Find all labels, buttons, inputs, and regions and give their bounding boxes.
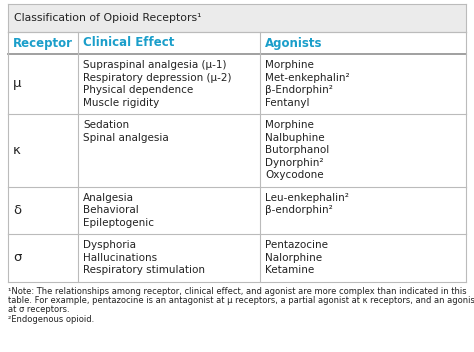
Bar <box>8 32 466 54</box>
Text: Leu-enkephalin²: Leu-enkephalin² <box>265 193 349 203</box>
Text: Morphine: Morphine <box>265 60 314 70</box>
Text: Respiratory stimulation: Respiratory stimulation <box>83 265 205 275</box>
Text: δ: δ <box>13 204 21 217</box>
Text: table. For example, pentazocine is an antagonist at μ receptors, a partial agoni: table. For example, pentazocine is an an… <box>8 296 474 305</box>
Text: Hallucinations: Hallucinations <box>83 253 157 263</box>
Text: β-endorphin²: β-endorphin² <box>265 205 333 215</box>
Text: κ: κ <box>13 144 21 157</box>
Text: Receptor: Receptor <box>13 37 73 50</box>
Text: Analgesia: Analgesia <box>83 193 134 203</box>
Text: Oxycodone: Oxycodone <box>265 170 324 180</box>
Text: Supraspinal analgesia (μ-1): Supraspinal analgesia (μ-1) <box>83 60 227 70</box>
Text: Agonists: Agonists <box>265 37 322 50</box>
Text: Classification of Opioid Receptors¹: Classification of Opioid Receptors¹ <box>14 13 201 23</box>
Text: Muscle rigidity: Muscle rigidity <box>83 98 159 108</box>
Text: Spinal analgesia: Spinal analgesia <box>83 133 169 143</box>
Text: Dynorphin²: Dynorphin² <box>265 158 323 168</box>
Text: Butorphanol: Butorphanol <box>265 145 329 155</box>
Text: Ketamine: Ketamine <box>265 265 314 275</box>
Text: Fentanyl: Fentanyl <box>265 98 310 108</box>
Text: Respiratory depression (μ-2): Respiratory depression (μ-2) <box>83 73 231 83</box>
Bar <box>8 54 466 114</box>
Text: Morphine: Morphine <box>265 120 314 130</box>
Text: β-Endorphin²: β-Endorphin² <box>265 85 333 95</box>
Text: Pentazocine: Pentazocine <box>265 240 328 250</box>
Text: ²Endogenous opioid.: ²Endogenous opioid. <box>8 315 94 324</box>
Text: μ: μ <box>13 77 21 90</box>
Text: Sedation: Sedation <box>83 120 129 130</box>
Text: Nalorphine: Nalorphine <box>265 253 322 263</box>
Bar <box>8 187 466 234</box>
Text: ¹Note: The relationships among receptor, clinical effect, and agonist are more c: ¹Note: The relationships among receptor,… <box>8 287 466 295</box>
Text: at σ receptors.: at σ receptors. <box>8 306 70 314</box>
Text: Clinical Effect: Clinical Effect <box>83 37 174 50</box>
Bar <box>8 114 466 187</box>
Bar <box>8 4 466 32</box>
Text: Physical dependence: Physical dependence <box>83 85 193 95</box>
Text: Behavioral: Behavioral <box>83 205 139 215</box>
Text: σ: σ <box>13 251 21 264</box>
Text: Met-enkephalin²: Met-enkephalin² <box>265 73 350 83</box>
Text: Nalbuphine: Nalbuphine <box>265 133 325 143</box>
Text: Dysphoria: Dysphoria <box>83 240 136 250</box>
Text: Epileptogenic: Epileptogenic <box>83 218 154 228</box>
Bar <box>8 234 466 282</box>
